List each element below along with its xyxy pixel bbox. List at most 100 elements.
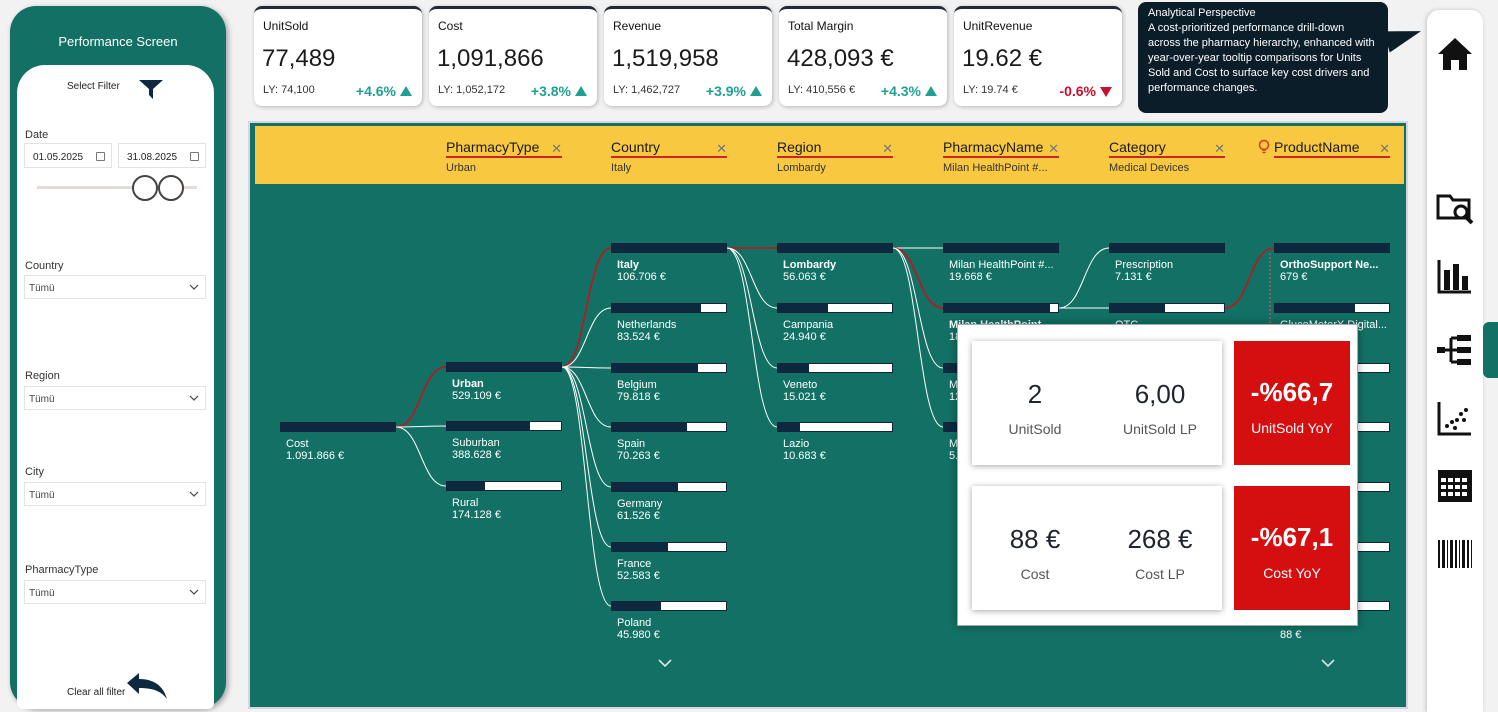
tooltip-cost-yoy-card: -%67,1 Cost YoY [1234, 486, 1350, 610]
calendar-icon[interactable] [96, 152, 105, 161]
chevron-down-icon[interactable] [1320, 657, 1336, 669]
node-bar [611, 303, 727, 313]
kpi-card-revenue: Revenue 1,519,958 LY: 1,462,727 +3.9% [604, 6, 772, 106]
node-value: 1.091.866 € [286, 450, 345, 462]
close-icon[interactable]: ✕ [716, 141, 727, 156]
clear-all-filter-button[interactable]: Clear all filter [67, 687, 126, 698]
filter-panel: Performance Screen Select Filter Date 01… [10, 6, 226, 709]
folder-search-icon[interactable] [1435, 188, 1475, 228]
node-value: 19.668 € [949, 271, 992, 283]
tree-connector [726, 247, 778, 369]
tree-node-belgium[interactable]: Belgium 79.818 € [611, 363, 729, 403]
date-start-value: 01.05.2025 [33, 152, 84, 163]
level-header-title: Category [1109, 139, 1225, 158]
calendar-table-icon[interactable] [1435, 466, 1475, 506]
tree-node-germany[interactable]: Germany 61.526 € [611, 482, 729, 522]
tree-node-veneto[interactable]: Veneto 15.021 € [777, 363, 895, 403]
level-header-pharmacyname[interactable]: PharmacyName ✕ Milan HealthPoint #... [943, 139, 1059, 174]
close-icon[interactable]: ✕ [1214, 141, 1225, 156]
tooltip-unitsold-yoy-label: UnitSold YoY [1251, 420, 1333, 436]
tree-node-italy[interactable]: Italy 106.706 € [611, 243, 729, 283]
analytical-perspective-callout: Analytical Perspective A cost-prioritize… [1138, 2, 1388, 113]
node-bar-fill [778, 304, 829, 312]
node-label: Milan HealthPoint #... [949, 259, 1054, 271]
node-label: Poland [617, 617, 652, 629]
node-value: 106.706 € [617, 271, 666, 283]
level-header-value: Lombardy [777, 162, 826, 174]
hierarchy-icon[interactable] [1435, 330, 1475, 370]
tree-node-rural[interactable]: Rural 174.128 € [446, 481, 564, 521]
tree-node-milan-healthpoint[interactable]: Milan HealthPoint #... 19.668 € [943, 243, 1061, 283]
tree-connector [1224, 247, 1275, 309]
close-icon[interactable]: ✕ [1379, 141, 1390, 156]
node-bar-fill [612, 364, 698, 372]
bar-chart-icon[interactable] [1435, 256, 1475, 296]
tree-node-spain[interactable]: Spain 70.263 € [611, 422, 729, 462]
trend-up-icon [750, 86, 762, 96]
tree-node-prescription[interactable]: Prescription 7.131 € [1109, 243, 1227, 283]
tree-node-cost[interactable]: Cost 1.091.866 € [280, 422, 398, 462]
node-value: 24.940 € [783, 331, 826, 343]
country-dropdown-value: Tümü [29, 283, 55, 294]
country-dropdown[interactable]: Tümü [24, 275, 206, 299]
tree-node-suburban[interactable]: Suburban 388.628 € [446, 421, 564, 461]
level-header-category[interactable]: Category ✕ Medical Devices [1109, 139, 1225, 174]
tree-connector [561, 366, 612, 607]
close-icon[interactable]: ✕ [551, 141, 562, 156]
tree-connector [561, 366, 612, 369]
node-label: M [949, 379, 959, 391]
pharmacytype-dropdown[interactable]: Tümü [24, 580, 206, 604]
node-value: 10.683 € [783, 450, 826, 462]
node-label: France [617, 558, 652, 570]
node-bar-fill [944, 244, 1058, 252]
tooltip-unitsold-card: 2 UnitSold 6,00 UnitSold LP [972, 341, 1222, 465]
node-label: Spain [617, 438, 646, 450]
tree-node-poland[interactable]: Poland 45.980 € [611, 601, 729, 641]
tree-node-campania[interactable]: Campania 24.940 € [777, 303, 895, 343]
chevron-down-icon[interactable] [657, 657, 673, 669]
date-end-input[interactable]: 31.08.2025 [118, 143, 206, 168]
node-value: 45.980 € [617, 629, 660, 641]
tooltip-cost-yoy-value: -%67,1 [1250, 522, 1334, 552]
barcode-icon[interactable] [1435, 534, 1475, 574]
tree-node-france[interactable]: France 52.583 € [611, 542, 729, 582]
close-icon[interactable]: ✕ [1048, 141, 1059, 156]
tooltip-unitsold-label: UnitSold [1008, 421, 1062, 437]
calendar-icon[interactable] [190, 152, 199, 161]
kpi-delta: +4.3% [881, 83, 937, 99]
level-header-region[interactable]: Region ✕ Lombardy [777, 139, 893, 174]
level-header-pharmacytype[interactable]: PharmacyType ✕ Urban [446, 139, 562, 174]
node-bar [611, 363, 727, 373]
tree-node-netherlands[interactable]: Netherlands 83.524 € [611, 303, 729, 343]
region-filter-label: Region [25, 370, 60, 382]
node-label: M [949, 438, 959, 450]
scatter-icon[interactable] [1435, 398, 1475, 438]
tree-connector [561, 247, 612, 368]
close-icon[interactable]: ✕ [882, 141, 893, 156]
city-dropdown[interactable]: Tümü [24, 482, 206, 506]
city-dropdown-value: Tümü [29, 490, 55, 501]
right-navigation [1427, 10, 1483, 712]
date-slider-track[interactable] [37, 186, 197, 189]
tree-node-lombardy[interactable]: Lombardy 56.063 € [777, 243, 895, 283]
region-dropdown[interactable]: Tümü [24, 386, 206, 410]
kpi-card-total-margin: Total Margin 428,093 € LY: 410,556 € +4.… [779, 6, 947, 106]
tree-node-lazio[interactable]: Lazio 10.683 € [777, 422, 895, 462]
home-icon[interactable] [1435, 34, 1475, 74]
tree-node-orthosupport-ne[interactable]: OrthoSupport Ne... 679 € [1274, 243, 1392, 283]
node-bar-fill [447, 363, 561, 371]
date-slider-start-handle[interactable] [132, 175, 158, 201]
kpi-value: 77,489 [262, 45, 336, 72]
nav-collapse-tab[interactable] [1483, 322, 1498, 378]
tree-node-urban[interactable]: Urban 529.109 € [446, 362, 564, 402]
node-label: Suburban [452, 437, 500, 449]
level-header-productname[interactable]: ProductName ✕ [1258, 139, 1390, 162]
node-bar [611, 243, 727, 253]
tree-connector [395, 426, 447, 487]
date-start-input[interactable]: 01.05.2025 [24, 143, 112, 168]
filter-funnel-icon[interactable] [137, 77, 165, 101]
level-header-country[interactable]: Country ✕ Italy [611, 139, 727, 174]
node-bar-fill [778, 364, 809, 372]
back-arrow-icon[interactable] [123, 669, 169, 703]
date-slider-end-handle[interactable] [158, 175, 184, 201]
